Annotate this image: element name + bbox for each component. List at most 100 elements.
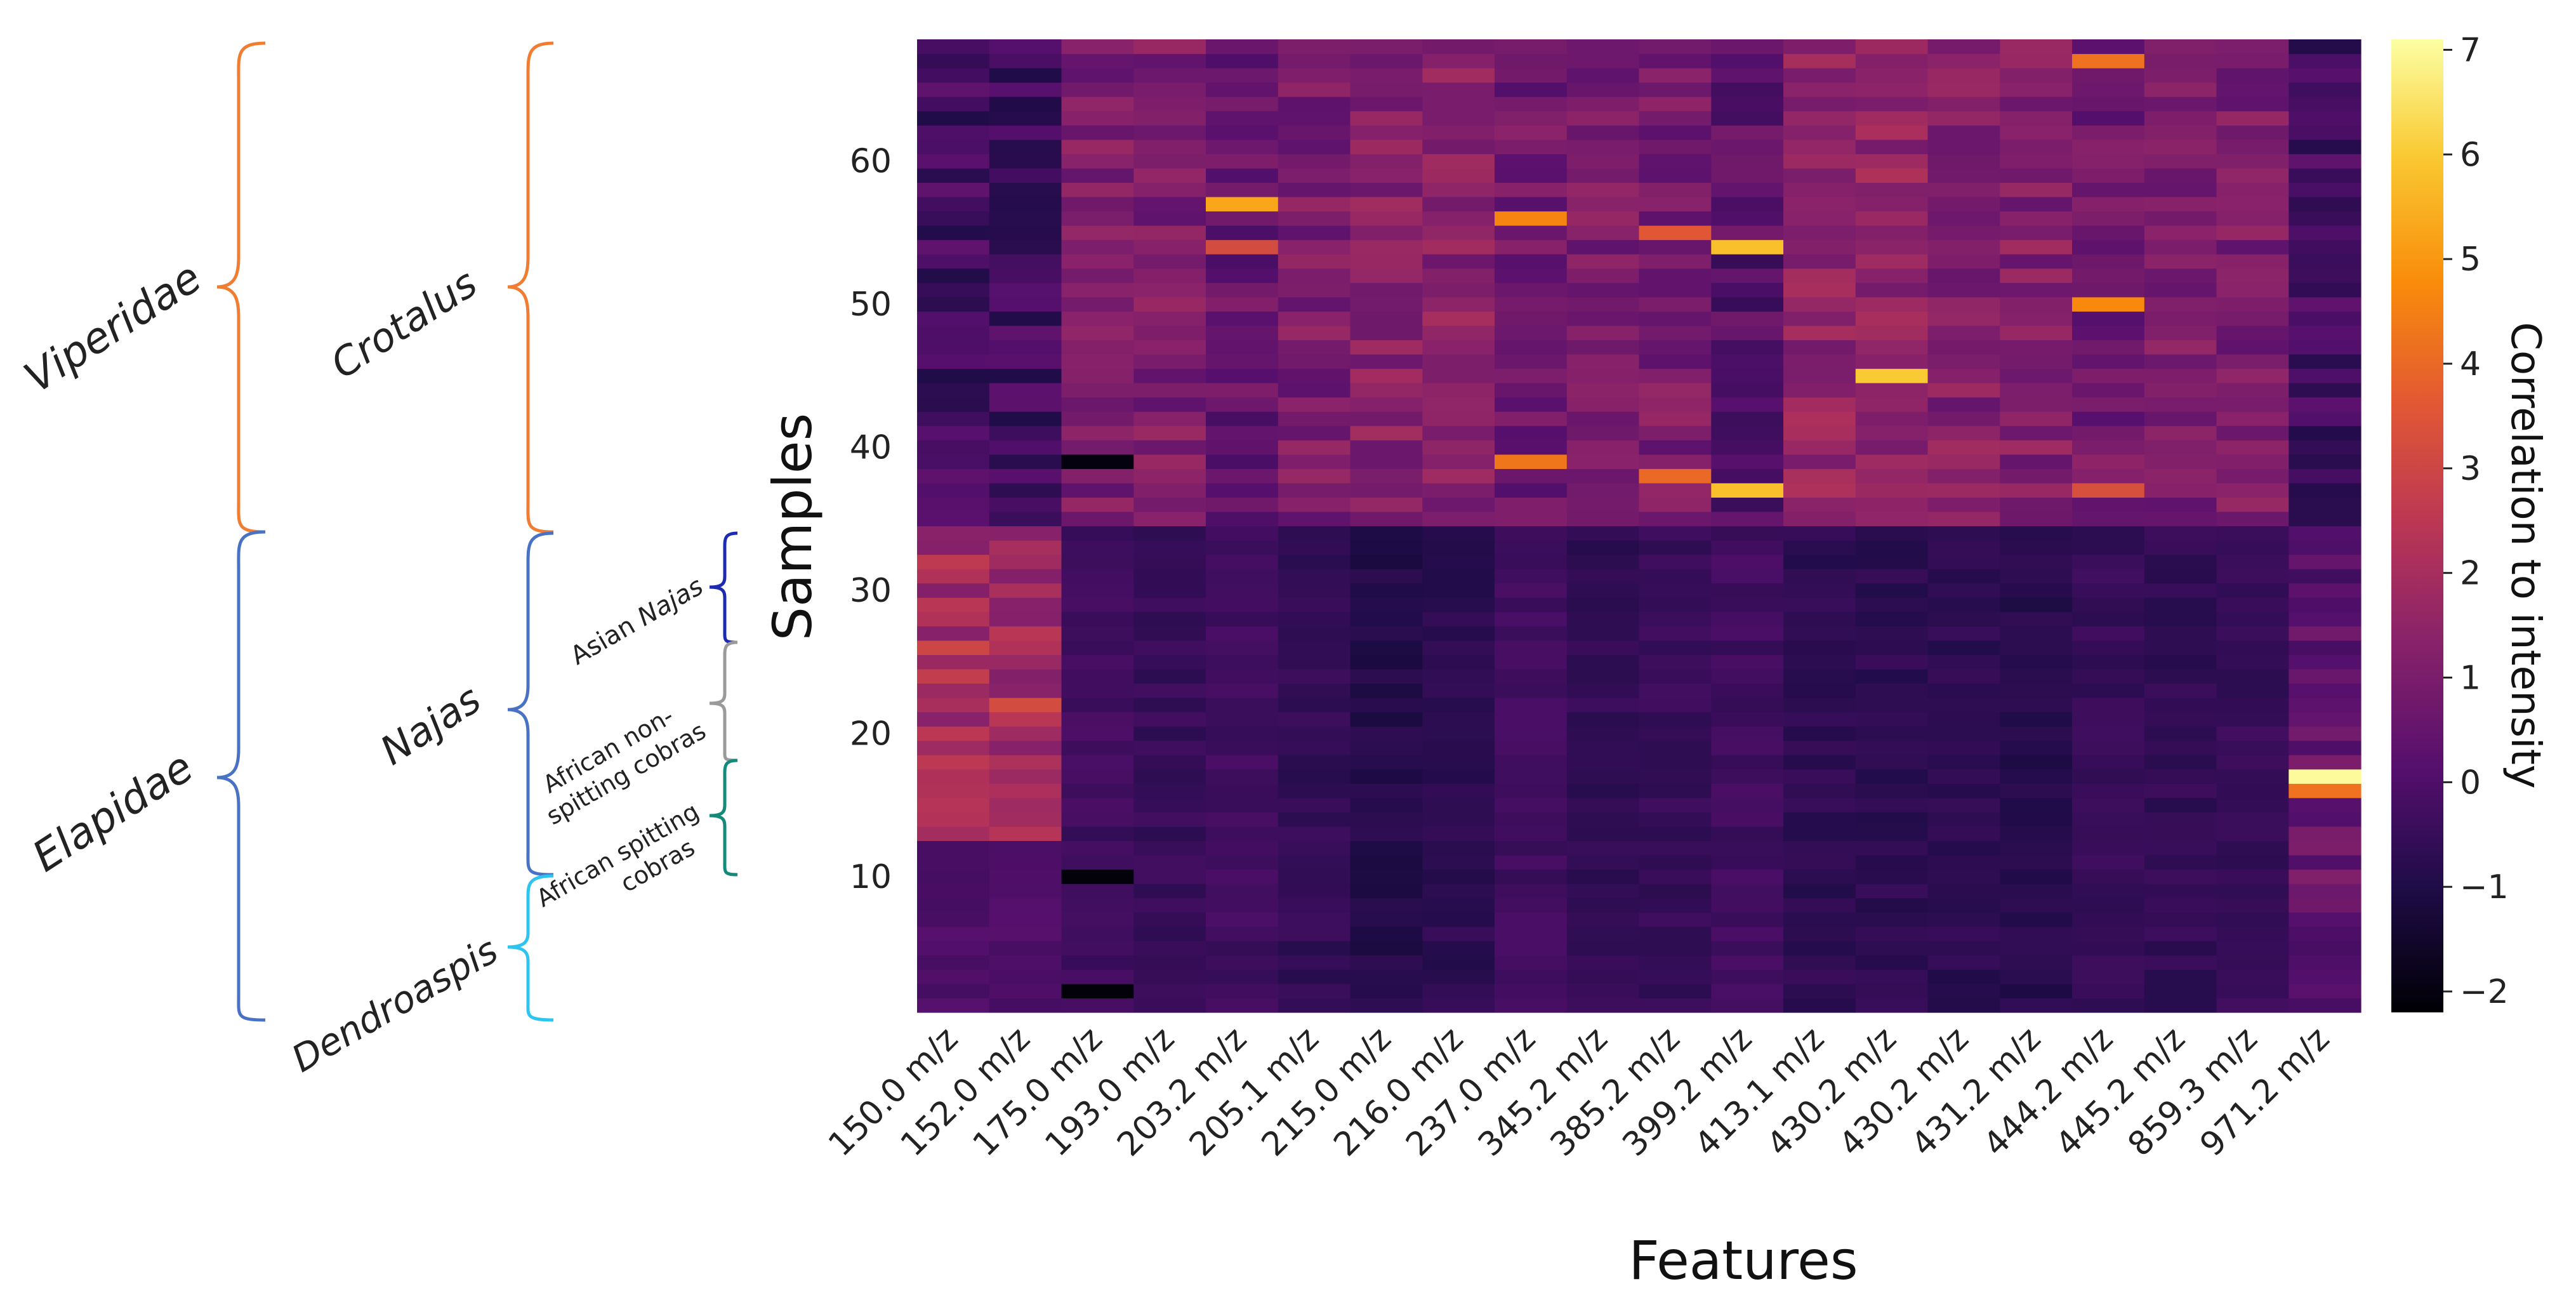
elapidae-label: Elapidae xyxy=(24,743,202,882)
heatmap-cell xyxy=(1206,869,1279,884)
heatmap-cell xyxy=(1855,998,1929,1013)
heatmap-cell xyxy=(2289,654,2361,670)
heatmap-cell xyxy=(1855,325,1929,340)
heatmap-cell xyxy=(1495,182,1568,197)
heatmap-cell xyxy=(2289,840,2361,856)
heatmap-cell xyxy=(1639,354,1712,369)
heatmap-cell xyxy=(989,812,1062,827)
heatmap-cell xyxy=(2289,454,2361,469)
heatmap-cell xyxy=(1495,197,1568,212)
heatmap-cell xyxy=(1639,125,1712,140)
heatmap-cell xyxy=(1783,225,1856,241)
heatmap-cell xyxy=(2144,898,2217,913)
colorbar-tick-label: 1 xyxy=(2460,659,2481,698)
heatmap-cell xyxy=(1495,39,1568,55)
heatmap-cell xyxy=(1566,468,1640,484)
heatmap-cell xyxy=(1350,554,1423,569)
heatmap-cell xyxy=(1133,526,1206,541)
heatmap-cell xyxy=(1927,898,2000,913)
heatmap-cell xyxy=(1206,340,1279,355)
heatmap-cell xyxy=(1278,311,1351,326)
heatmap-cell xyxy=(2216,125,2289,140)
heatmap-cell xyxy=(1206,53,1279,69)
heatmap-cell xyxy=(1422,755,1495,770)
heatmap-cell xyxy=(1639,769,1712,784)
heatmap-cell xyxy=(1350,884,1423,899)
heatmap-cell xyxy=(2000,197,2073,212)
heatmap-cell xyxy=(1350,941,1423,956)
heatmap-cell xyxy=(1495,526,1568,541)
heatmap-cell xyxy=(1495,783,1568,798)
crotalus-bracket xyxy=(507,41,554,534)
heatmap-cell xyxy=(1422,440,1495,455)
heatmap-cell xyxy=(1422,239,1495,255)
heatmap-cell xyxy=(2216,497,2289,512)
heatmap-cell xyxy=(1566,884,1640,899)
heatmap-cell xyxy=(1566,611,1640,626)
heatmap-cell xyxy=(2216,955,2289,970)
heatmap-cell xyxy=(1422,983,1495,998)
heatmap-cell xyxy=(2216,840,2289,856)
heatmap-cell xyxy=(1350,855,1423,870)
heatmap-cell xyxy=(1278,526,1351,541)
heatmap-cell xyxy=(1206,468,1279,484)
colorbar-tick-label: −2 xyxy=(2460,973,2509,1011)
heatmap-cell xyxy=(1422,769,1495,784)
heatmap-cell xyxy=(2144,296,2217,312)
heatmap-cell xyxy=(1206,268,1279,283)
heatmap-cell xyxy=(2000,168,2073,183)
heatmap-cell xyxy=(2144,969,2217,984)
heatmap-cell xyxy=(1278,654,1351,670)
heatmap-cell xyxy=(1783,569,1856,584)
heatmap-cell xyxy=(1495,368,1568,383)
heatmap-cell xyxy=(2144,797,2217,812)
heatmap-cell xyxy=(2144,597,2217,613)
heatmap-cell xyxy=(989,640,1062,655)
y-tick-label: 30 xyxy=(850,572,892,610)
heatmap-cell xyxy=(1566,68,1640,83)
heatmap-cell xyxy=(989,53,1062,69)
heatmap-cell xyxy=(1566,998,1640,1013)
heatmap-cell xyxy=(1783,583,1856,598)
heatmap-cell xyxy=(1927,611,2000,626)
heatmap-cell xyxy=(1927,955,2000,970)
heatmap-cell xyxy=(1855,526,1929,541)
heatmap-cell xyxy=(1711,698,1784,713)
heatmap-cell xyxy=(1061,354,1134,369)
heatmap-cell xyxy=(2289,197,2361,212)
heatmap-cell xyxy=(2289,955,2361,970)
heatmap-cell xyxy=(1783,383,1856,398)
heatmap-cell xyxy=(1350,712,1423,727)
heatmap-cell xyxy=(2216,983,2289,998)
heatmap-cell xyxy=(1927,411,2000,427)
heatmap-cell xyxy=(2144,712,2217,727)
heatmap-cell xyxy=(1639,239,1712,255)
heatmap-cell xyxy=(1133,826,1206,841)
heatmap-cell xyxy=(917,482,990,498)
heatmap-cell xyxy=(1278,39,1351,55)
heatmap-cell xyxy=(1495,397,1568,412)
heatmap-cell xyxy=(1061,712,1134,727)
heatmap-cell xyxy=(1133,211,1206,226)
heatmap-cell xyxy=(1783,53,1856,69)
heatmap-cell xyxy=(1350,211,1423,226)
heatmap-cell xyxy=(2072,926,2145,941)
heatmap-cell xyxy=(917,698,990,713)
heatmap-cell xyxy=(1206,955,1279,970)
heatmap-cell xyxy=(1495,239,1568,255)
heatmap-cell xyxy=(1927,668,2000,684)
heatmap-cell xyxy=(2072,597,2145,613)
heatmap-cell xyxy=(2216,783,2289,798)
heatmap-cell xyxy=(1927,482,2000,498)
heatmap-cell xyxy=(1422,211,1495,226)
heatmap-cell xyxy=(1422,969,1495,984)
heatmap-cell xyxy=(917,526,990,541)
heatmap-cell xyxy=(1061,239,1134,255)
heatmap-cell xyxy=(1495,726,1568,741)
heatmap-cell xyxy=(1711,397,1784,412)
heatmap-cell xyxy=(2072,955,2145,970)
heatmap-cell xyxy=(2144,783,2217,798)
heatmap-cell xyxy=(1927,39,2000,55)
heatmap-cell xyxy=(2216,154,2289,169)
heatmap-cell xyxy=(1350,468,1423,484)
